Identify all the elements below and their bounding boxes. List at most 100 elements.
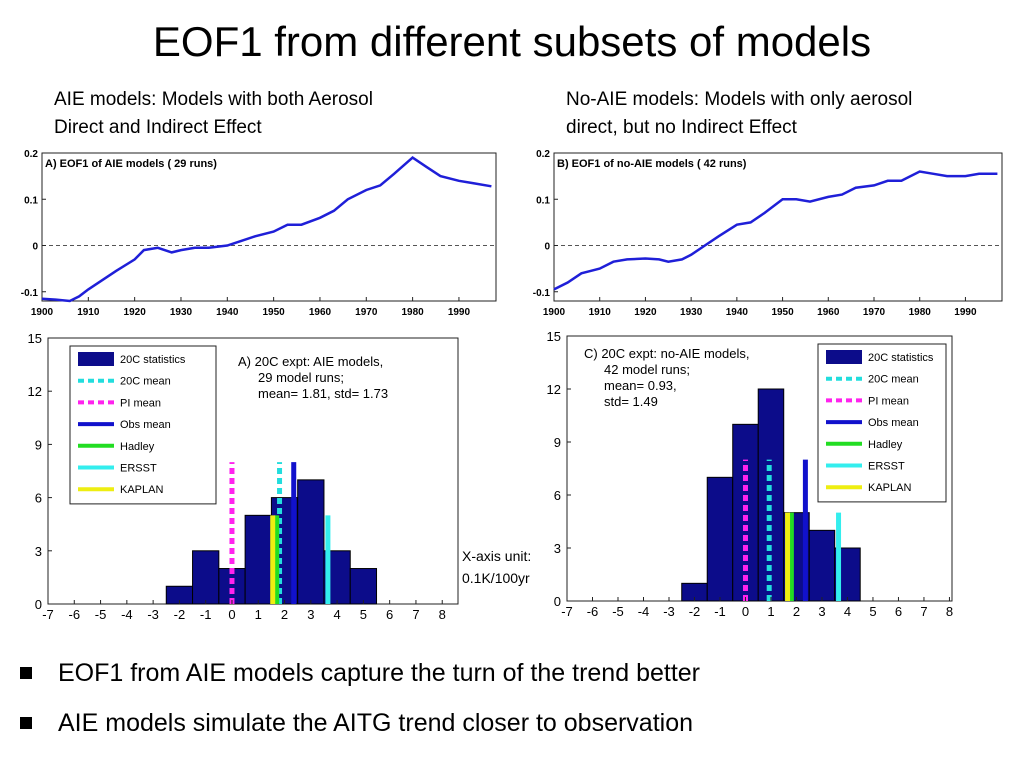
- right-heading-line-1: No-AIE models: Models with only aerosol: [566, 89, 913, 110]
- right-heading: No-AIE models: Models with only aerosol …: [566, 86, 986, 142]
- x-tick-label: -3: [147, 607, 159, 622]
- x-tick-label: 1960: [817, 307, 840, 318]
- x-tick-label: 1950: [771, 307, 794, 318]
- bullet-text: EOF1 from AIE models capture the turn of…: [58, 658, 700, 687]
- chart-annotation: 42 model runs;: [604, 362, 690, 377]
- y-tick-label: 6: [35, 491, 42, 506]
- x-tick-label: -7: [561, 604, 573, 619]
- x-tick-label: 1930: [680, 307, 703, 318]
- left-heading-line-1: AIE models: Models with both Aerosol: [54, 89, 373, 110]
- x-tick-label: 5: [360, 607, 367, 622]
- x-tick-label: 2: [793, 604, 800, 619]
- legend-label: ERSST: [120, 463, 157, 475]
- legend-label: PI mean: [868, 395, 909, 407]
- y-tick-label: 12: [28, 384, 42, 399]
- legend-label: PI mean: [120, 397, 161, 409]
- legend-swatch-20c-statistics: [826, 350, 862, 364]
- histogram-bar: [349, 568, 378, 605]
- x-tick-label: -4: [638, 604, 650, 619]
- x-tick-label: -1: [714, 604, 726, 619]
- x-tick-label: -6: [69, 607, 81, 622]
- right-heading-line-2: direct, but no Indirect Effect: [566, 117, 797, 138]
- y-tick-label: 3: [35, 544, 42, 559]
- x-tick-label: 2: [281, 607, 288, 622]
- legend-label: Hadley: [120, 441, 155, 453]
- x-tick-label: -2: [689, 604, 701, 619]
- histogram-bar: [192, 550, 220, 605]
- bullet-square-icon: [20, 667, 32, 679]
- y-tick-label: 0: [554, 594, 561, 609]
- plot-frame: [553, 152, 1003, 302]
- left-heading-line-2: Direct and Indirect Effect: [54, 117, 262, 138]
- y-tick-label: 9: [35, 437, 42, 452]
- chart-annotation: mean= 0.93,: [604, 378, 677, 393]
- y-tick-label: 0.2: [536, 149, 550, 160]
- y-tick-label: 0: [35, 597, 42, 612]
- chart-annotation: 29 model runs;: [258, 370, 344, 385]
- left-heading: AIE models: Models with both Aerosol Dir…: [54, 86, 474, 142]
- x-tick-label: 1: [767, 604, 774, 619]
- x-tick-label: 4: [844, 604, 851, 619]
- x-tick-label: 3: [818, 604, 825, 619]
- histogram-bar: [808, 529, 836, 602]
- bullet-item: EOF1 from AIE models capture the turn of…: [18, 648, 1008, 698]
- x-tick-label: 0: [228, 607, 235, 622]
- eof1-series-line: [41, 156, 492, 303]
- x-tick-label: 1940: [216, 307, 239, 318]
- legend-label: Obs mean: [120, 419, 171, 431]
- histogram-bar: [706, 476, 734, 602]
- eof1-no-aie-line-chart: 1900 1910 1920 1930 1940 1950 1960 1970 1980 1990…: [533, 149, 1003, 318]
- eof1-aie-line-chart: 1900 1910 1920 1930 1940 1950 1960 1970 1980 1990…: [21, 149, 497, 318]
- x-tick-label: 1980: [401, 307, 424, 318]
- bullet-square-icon: [20, 717, 32, 729]
- x-tick-label: 1920: [124, 307, 147, 318]
- y-tick-label: 15: [547, 329, 561, 344]
- y-tick-label: 0: [32, 242, 38, 253]
- plot-frame: [41, 152, 497, 302]
- x-tick-label: -2: [174, 607, 186, 622]
- x-tick-label: 6: [386, 607, 393, 622]
- y-tick-label: 12: [547, 382, 561, 397]
- eof1-series-line: [553, 170, 998, 291]
- x-unit-line-2: 0.1K/100yr: [462, 570, 530, 586]
- x-tick-label: -5: [95, 607, 107, 622]
- histogram-bar: [297, 479, 325, 605]
- x-tick-label: 1980: [909, 307, 932, 318]
- x-unit-line-1: X-axis unit:: [462, 548, 532, 564]
- histogram-bar: [732, 423, 759, 602]
- y-tick-label: -0.1: [533, 288, 551, 299]
- x-tick-label: 4: [333, 607, 340, 622]
- x-tick-label: 7: [920, 604, 927, 619]
- bullet-list: EOF1 from AIE models capture the turn of…: [18, 648, 1008, 748]
- x-tick-label: -3: [663, 604, 675, 619]
- x-tick-label: 8: [946, 604, 953, 619]
- y-tick-label: -0.1: [21, 288, 39, 299]
- y-tick-label: 3: [554, 541, 561, 556]
- legend-label: KAPLAN: [868, 482, 911, 494]
- x-tick-label: 1990: [954, 307, 977, 318]
- x-tick-label: 1960: [309, 307, 332, 318]
- x-tick-label: -5: [612, 604, 624, 619]
- y-tick-label: 0: [544, 242, 550, 253]
- legend-label: Hadley: [868, 439, 903, 451]
- bullet-text: AIE models simulate the AITG trend close…: [58, 708, 694, 737]
- x-tick-label: 1930: [170, 307, 193, 318]
- y-tick-label: 15: [28, 331, 42, 346]
- x-tick-label: 1910: [589, 307, 612, 318]
- x-tick-label: 6: [895, 604, 902, 619]
- x-tick-label: 0: [742, 604, 749, 619]
- x-tick-label: 5: [869, 604, 876, 619]
- y-tick-label: 9: [554, 435, 561, 450]
- x-tick-label: -4: [121, 607, 133, 622]
- x-tick-label: 1990: [448, 307, 471, 318]
- legend-label: 20C mean: [120, 376, 171, 388]
- x-tick-label: -7: [42, 607, 54, 622]
- x-tick-label: 1940: [726, 307, 749, 318]
- x-tick-label: 1920: [634, 307, 657, 318]
- x-tick-label: 7: [412, 607, 419, 622]
- y-tick-label: 6: [554, 488, 561, 503]
- x-tick-label: 8: [439, 607, 446, 622]
- x-tick-label: 1: [255, 607, 262, 622]
